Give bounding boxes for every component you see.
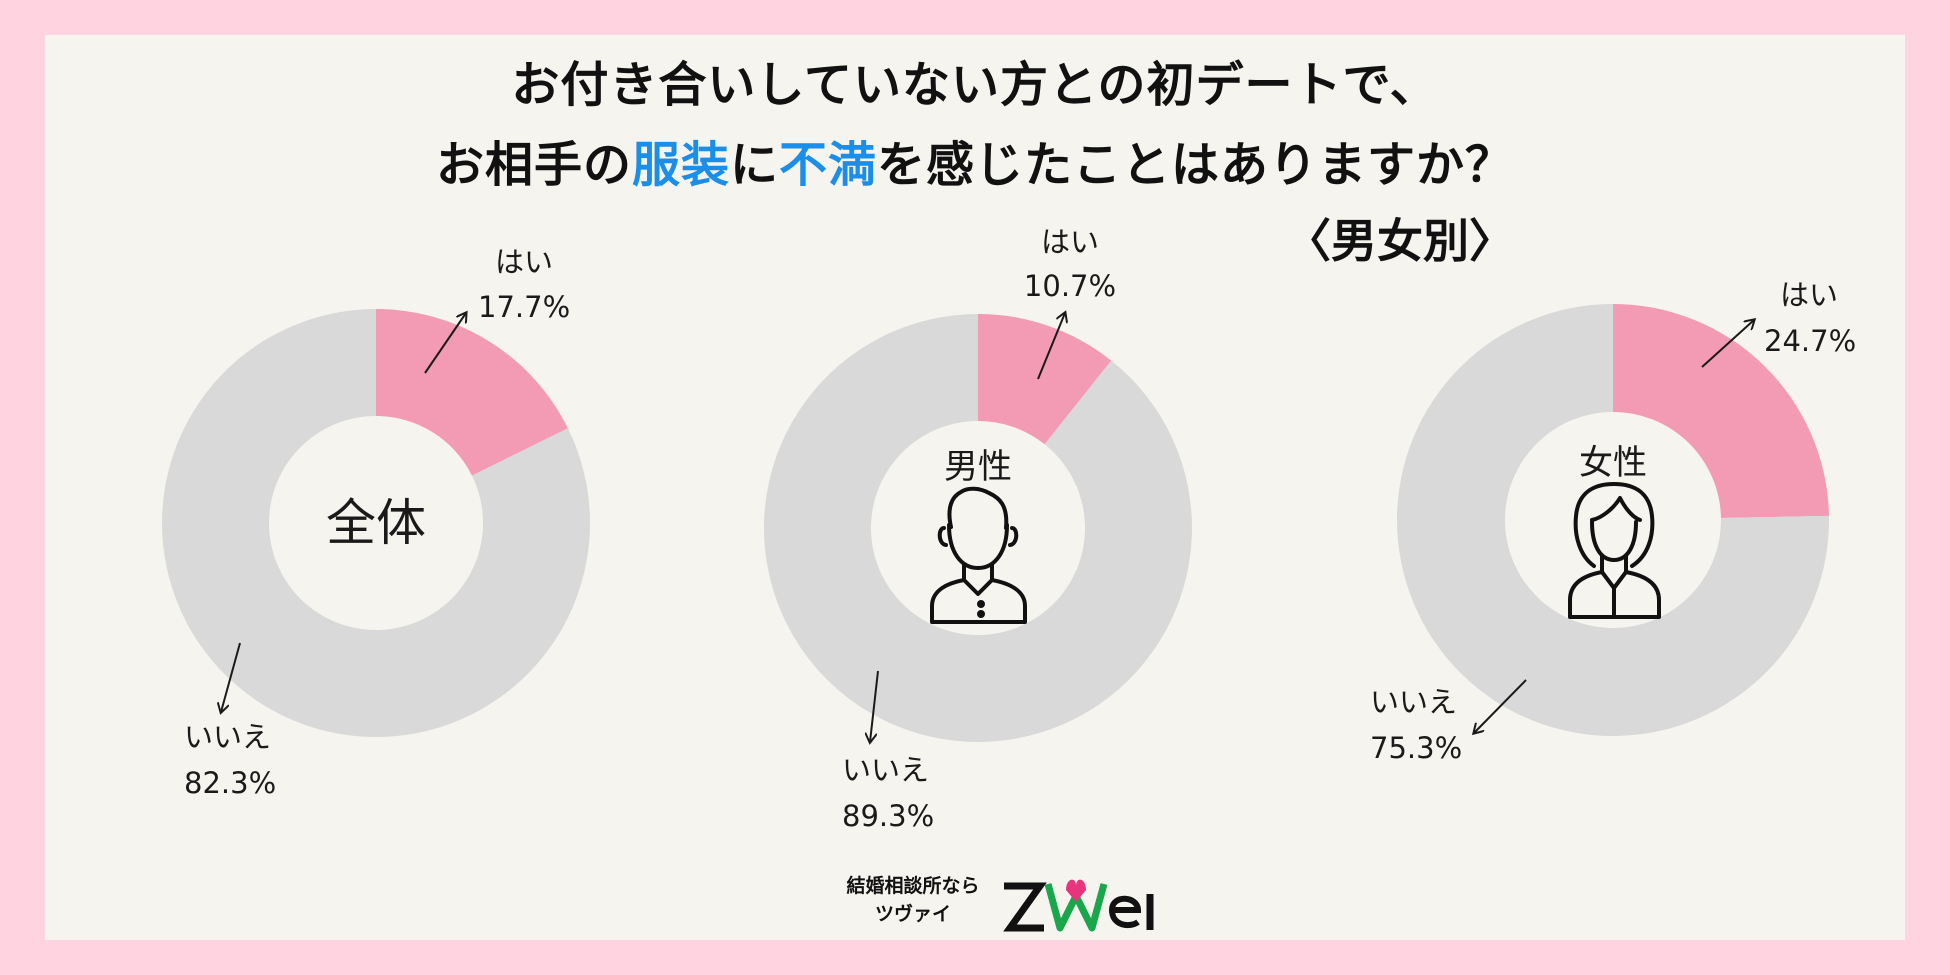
brand-tagline: 結婚相談所なら ツヴァイ [838, 872, 988, 928]
donut-chart-all [162, 309, 590, 737]
yes-arrow [1701, 320, 1754, 368]
no-arrow [870, 670, 879, 742]
brand-tagline-line2: ツヴァイ [874, 903, 951, 925]
donut-chart-women [1396, 304, 1829, 736]
no-value: 89.3% [842, 799, 934, 833]
yes-label: はい [495, 245, 553, 279]
no-label: いいえ [842, 753, 929, 787]
chart-subtitle: 〈男女別〉 [1285, 214, 1515, 268]
no-value: 75.3% [1370, 731, 1462, 765]
slice-no [1396, 304, 1829, 736]
title-text: に [729, 137, 779, 193]
slice-yes [376, 309, 568, 476]
no-arrow [221, 642, 241, 712]
center-label-men: 男性 [944, 447, 1012, 487]
title-highlight: 服装 [631, 137, 730, 193]
yes-label: はい [1780, 278, 1838, 312]
donut-chart-men [763, 314, 1192, 742]
no-label: いいえ [1370, 685, 1457, 719]
no-value: 82.3% [184, 766, 276, 800]
center-label-all: 全体 [326, 494, 426, 552]
man-icon [930, 486, 1027, 624]
title-text: を感じたことはありますか？ [877, 137, 1515, 193]
yes-value: 17.7% [478, 290, 570, 324]
zwei-logo [1003, 879, 1154, 932]
slice-yes [1613, 304, 1829, 518]
chart-title-line1: お付き合いしていない方との初デートで、 [511, 57, 1439, 113]
yes-label: はい [1041, 225, 1099, 259]
yes-value: 24.7% [1764, 324, 1856, 358]
slice-no [763, 314, 1192, 742]
woman-icon [1568, 482, 1661, 619]
title-highlight: 不満 [779, 137, 878, 193]
center-label-women: 女性 [1579, 443, 1647, 483]
slice-no [162, 309, 590, 737]
title-text: お相手の [435, 137, 632, 193]
brand-tagline-line1: 結婚相談所なら [846, 875, 980, 897]
yes-arrow [424, 313, 466, 374]
no-label: いいえ [184, 720, 271, 754]
slice-yes [978, 314, 1112, 445]
chart-title-line2: お相手の服装に不満を感じたことはありますか？ [0, 125, 1950, 195]
yes-arrow [1037, 313, 1065, 380]
yes-value: 10.7% [1024, 269, 1116, 303]
no-arrow [1474, 679, 1527, 733]
